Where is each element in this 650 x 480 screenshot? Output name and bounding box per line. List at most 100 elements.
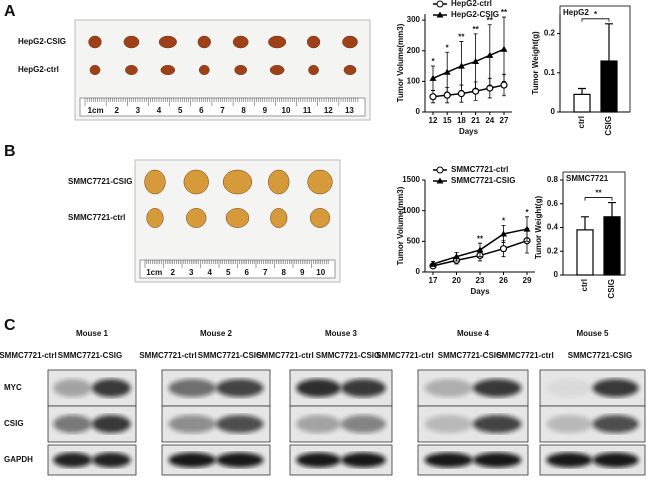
band xyxy=(92,379,131,397)
marker xyxy=(443,91,451,99)
legend-label: HepG2-CSIG xyxy=(451,10,499,19)
legend-marker xyxy=(436,11,444,18)
x-tick-label: 29 xyxy=(523,276,532,285)
tumor xyxy=(342,35,358,49)
tumor xyxy=(158,35,177,49)
tumor xyxy=(123,35,140,49)
significance: ** xyxy=(472,25,479,34)
plot-frame xyxy=(562,171,626,276)
x-tick-label: 27 xyxy=(500,116,509,125)
tumor xyxy=(309,208,331,228)
band xyxy=(341,415,386,433)
y-tick-label: 0.2 xyxy=(547,246,559,255)
legend-marker xyxy=(436,0,444,8)
tumor xyxy=(306,35,321,49)
band xyxy=(341,379,386,397)
band xyxy=(216,379,264,397)
row-label: MYC xyxy=(4,383,22,392)
significance: * xyxy=(446,43,450,52)
lane-label: SMMC7721-CSIG xyxy=(58,351,122,360)
band xyxy=(546,415,593,433)
x-tick-label: CSIG xyxy=(604,116,613,136)
tumor xyxy=(160,64,176,76)
ruler-label: 10 xyxy=(282,106,291,115)
tumor xyxy=(225,208,250,228)
error-bar xyxy=(581,216,589,230)
photo-label: HepG2-CSIG xyxy=(18,37,66,46)
tumor xyxy=(270,208,288,228)
tumor xyxy=(183,169,209,195)
marker xyxy=(499,245,508,253)
band xyxy=(168,415,217,433)
legend-label: HepG2-ctrl xyxy=(451,0,492,8)
band xyxy=(53,452,92,468)
tumor xyxy=(232,35,249,49)
panel-label: B xyxy=(4,143,16,160)
row-label: GAPDH xyxy=(4,455,33,464)
chart-title: SMMC7721 xyxy=(566,174,609,183)
x-tick-label: 24 xyxy=(485,116,494,125)
ruler-label: 9 xyxy=(263,106,268,115)
tumor xyxy=(343,64,357,76)
y-tick-label: 0.2 xyxy=(544,29,556,38)
tumor xyxy=(146,208,164,228)
tumor xyxy=(186,208,207,228)
band xyxy=(473,415,522,433)
ruler-label: 8 xyxy=(241,106,246,115)
y-tick-label: 1000 xyxy=(402,206,420,215)
bar xyxy=(573,93,591,113)
ruler-label: 1cm xyxy=(146,268,162,277)
y-tick-label: 0 xyxy=(551,107,556,116)
mouse-label: Mouse 3 xyxy=(325,329,358,338)
significance: * xyxy=(525,208,529,217)
y-tick-label: 0.4 xyxy=(547,223,559,232)
ruler-label: 5 xyxy=(178,106,183,115)
legend-label: SMMC7721-ctrl xyxy=(451,165,508,174)
photo-label: SMMC7721-ctrl xyxy=(68,213,125,222)
ruler-label: 6 xyxy=(199,106,204,115)
mouse-label: Mouse 4 xyxy=(457,329,490,338)
x-tick-label: 20 xyxy=(452,276,461,285)
ruler-label: 11 xyxy=(303,106,312,115)
marker xyxy=(476,246,484,253)
lane-label: SMMC7721-CSIG xyxy=(198,351,262,360)
x-axis-label: Days xyxy=(459,127,479,136)
chart-title: HepG2 xyxy=(563,8,589,17)
tumor xyxy=(268,169,290,195)
mouse-label: Mouse 2 xyxy=(200,329,233,338)
marker xyxy=(457,62,465,69)
tumor xyxy=(88,35,102,49)
bar xyxy=(600,60,618,113)
band xyxy=(546,379,593,397)
y-tick-label: 1500 xyxy=(402,175,420,184)
significance: ** xyxy=(487,16,494,25)
lane-label: SMMC7721-ctrl xyxy=(139,351,196,360)
y-tick-label: 0 xyxy=(416,107,421,116)
band xyxy=(424,379,473,397)
y-tick-label: 300 xyxy=(407,15,421,24)
marker xyxy=(486,51,494,58)
photo-label: SMMC7721-CSIG xyxy=(68,177,132,186)
ruler-label: 4 xyxy=(208,268,213,277)
ruler-label: 4 xyxy=(157,106,162,115)
band xyxy=(296,452,341,468)
x-tick-label: 17 xyxy=(429,276,438,285)
significance: ** xyxy=(477,234,484,243)
ruler-label: 7 xyxy=(263,268,268,277)
x-tick-label: 21 xyxy=(471,116,480,125)
marker xyxy=(457,90,465,98)
x-tick-label: CSIG xyxy=(607,279,616,299)
band xyxy=(296,379,341,397)
band xyxy=(92,415,131,433)
marker xyxy=(443,68,451,75)
significance: * xyxy=(594,10,598,19)
lane-label: SMMC7721-ctrl xyxy=(256,351,313,360)
photo-label: HepG2-ctrl xyxy=(18,65,59,74)
panel-label: A xyxy=(4,3,16,20)
lane-label: SMMC7721-CSIG xyxy=(568,351,632,360)
panel-label: C xyxy=(4,317,16,334)
band xyxy=(216,452,264,468)
x-tick-label: ctrl xyxy=(577,116,586,128)
ruler-label: 10 xyxy=(316,268,325,277)
